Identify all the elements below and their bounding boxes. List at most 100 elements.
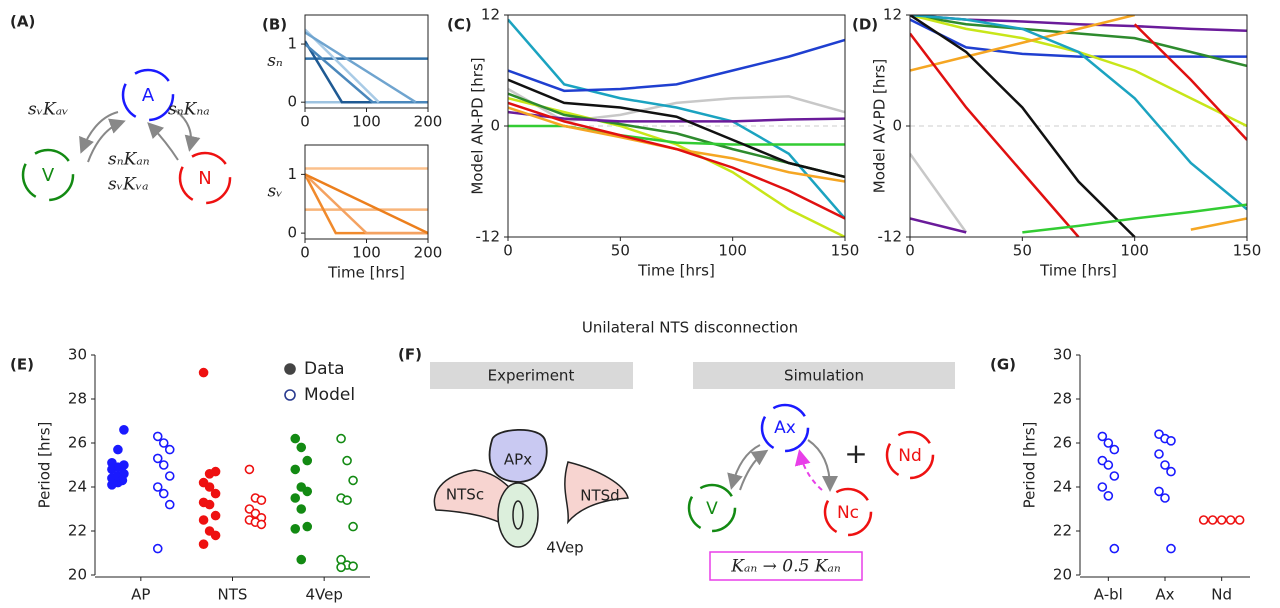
data-point — [348, 561, 358, 572]
data-point — [1154, 449, 1164, 459]
series-line — [508, 18, 845, 220]
y-tick-label: 0 — [287, 224, 297, 242]
data-point — [119, 424, 129, 435]
plot-area — [508, 18, 845, 237]
panel-label: (D) — [852, 16, 878, 34]
figure-title: Unilateral NTS disconnection — [582, 319, 798, 337]
y-tick-label: 12 — [481, 6, 500, 24]
data-point — [152, 482, 163, 492]
plot-area — [305, 28, 428, 104]
data-point — [204, 482, 215, 492]
series-line — [508, 97, 845, 237]
node-label: V — [706, 499, 718, 519]
data-point — [164, 471, 175, 481]
data-point — [1109, 543, 1120, 554]
node-ring — [121, 68, 175, 122]
data-point — [290, 493, 301, 503]
arrow — [739, 449, 769, 491]
x-tick-label: 0 — [905, 242, 915, 260]
data-point — [296, 554, 307, 565]
data-point — [336, 562, 346, 573]
node-ring — [178, 151, 232, 205]
node-ring — [687, 483, 737, 533]
arrow — [794, 449, 823, 491]
data-point — [1216, 515, 1227, 525]
series-line — [508, 124, 845, 146]
y-axis-label: sₙ — [267, 51, 283, 71]
data-point — [1207, 515, 1218, 525]
data-point — [342, 495, 352, 506]
y-tick-label: 12 — [883, 6, 902, 24]
y-tick-label: 28 — [68, 390, 87, 408]
series-line — [305, 173, 428, 235]
node-label: N — [198, 168, 211, 189]
x-tick-label: 200 — [414, 244, 443, 262]
x-tick-label: 100 — [352, 244, 381, 262]
x-tick-label: AP — [131, 586, 150, 604]
arrow — [807, 439, 838, 492]
node-label: A — [142, 85, 155, 106]
data-point — [113, 444, 123, 455]
x-tick-label: 50 — [1013, 242, 1032, 260]
y-tick-label: 22 — [1053, 522, 1072, 540]
node-ring — [21, 148, 75, 202]
node-ring — [760, 403, 810, 453]
series-line — [910, 15, 1247, 128]
data-point — [158, 460, 169, 470]
series-line — [910, 217, 967, 234]
series-line — [508, 38, 845, 93]
caption: Kₐₙ → 0.5 Kₐₙ — [730, 557, 841, 577]
y-tick-label: 0 — [490, 117, 500, 135]
x-tick-label: 0 — [503, 242, 513, 260]
data-point — [1103, 460, 1114, 470]
region-label: APx — [504, 451, 532, 469]
data-point — [1166, 466, 1176, 477]
region-shape — [488, 428, 548, 483]
y-tick-label: 28 — [1053, 390, 1072, 408]
data-point — [1103, 438, 1114, 448]
series-line — [910, 15, 1135, 72]
arrow — [79, 111, 119, 154]
data-point — [119, 460, 129, 470]
edge-label: sₙKₐₙ — [108, 150, 150, 170]
y-tick-label: -12 — [878, 228, 903, 246]
plus-sign: + — [844, 437, 867, 470]
x-tick-label: 4Vep — [305, 586, 342, 604]
series-line — [1133, 23, 1247, 141]
edge-label: sᵥKᵥₐ — [108, 175, 148, 195]
data-point — [256, 495, 267, 506]
y-axis-label: Period [hrs] — [36, 422, 54, 509]
data-point — [1160, 493, 1170, 503]
panel-label: (A) — [10, 13, 35, 31]
data-point — [164, 444, 175, 455]
series-line — [508, 78, 845, 179]
data-point — [1160, 460, 1170, 470]
caption-box — [709, 551, 863, 581]
node-label: Nc — [837, 503, 859, 523]
series-line — [305, 31, 417, 104]
data-point — [1234, 515, 1245, 525]
header-box — [693, 362, 955, 389]
data-point — [302, 455, 313, 466]
region-shape — [433, 469, 513, 530]
x-tick-label: Ax — [1155, 586, 1174, 604]
panel-label: (E) — [10, 356, 34, 374]
y-tick-label: 24 — [1053, 478, 1072, 496]
plot-area — [910, 15, 1247, 237]
series-line — [508, 101, 845, 220]
x-axis-label: Time [hrs] — [327, 264, 405, 282]
x-tick-label: 200 — [414, 113, 443, 131]
data-point — [152, 453, 163, 464]
series-line — [305, 173, 428, 235]
edge-label: sᵥKₐᵥ — [28, 100, 68, 120]
x-tick-label: 100 — [352, 113, 381, 131]
data-point — [198, 367, 209, 378]
series-line — [910, 15, 1247, 68]
data-point — [302, 486, 313, 497]
data-point — [244, 464, 255, 475]
region-shape — [497, 482, 539, 548]
legend-label: Model — [304, 385, 355, 405]
y-tick-label: 20 — [1053, 566, 1072, 584]
legend-marker — [284, 363, 296, 375]
